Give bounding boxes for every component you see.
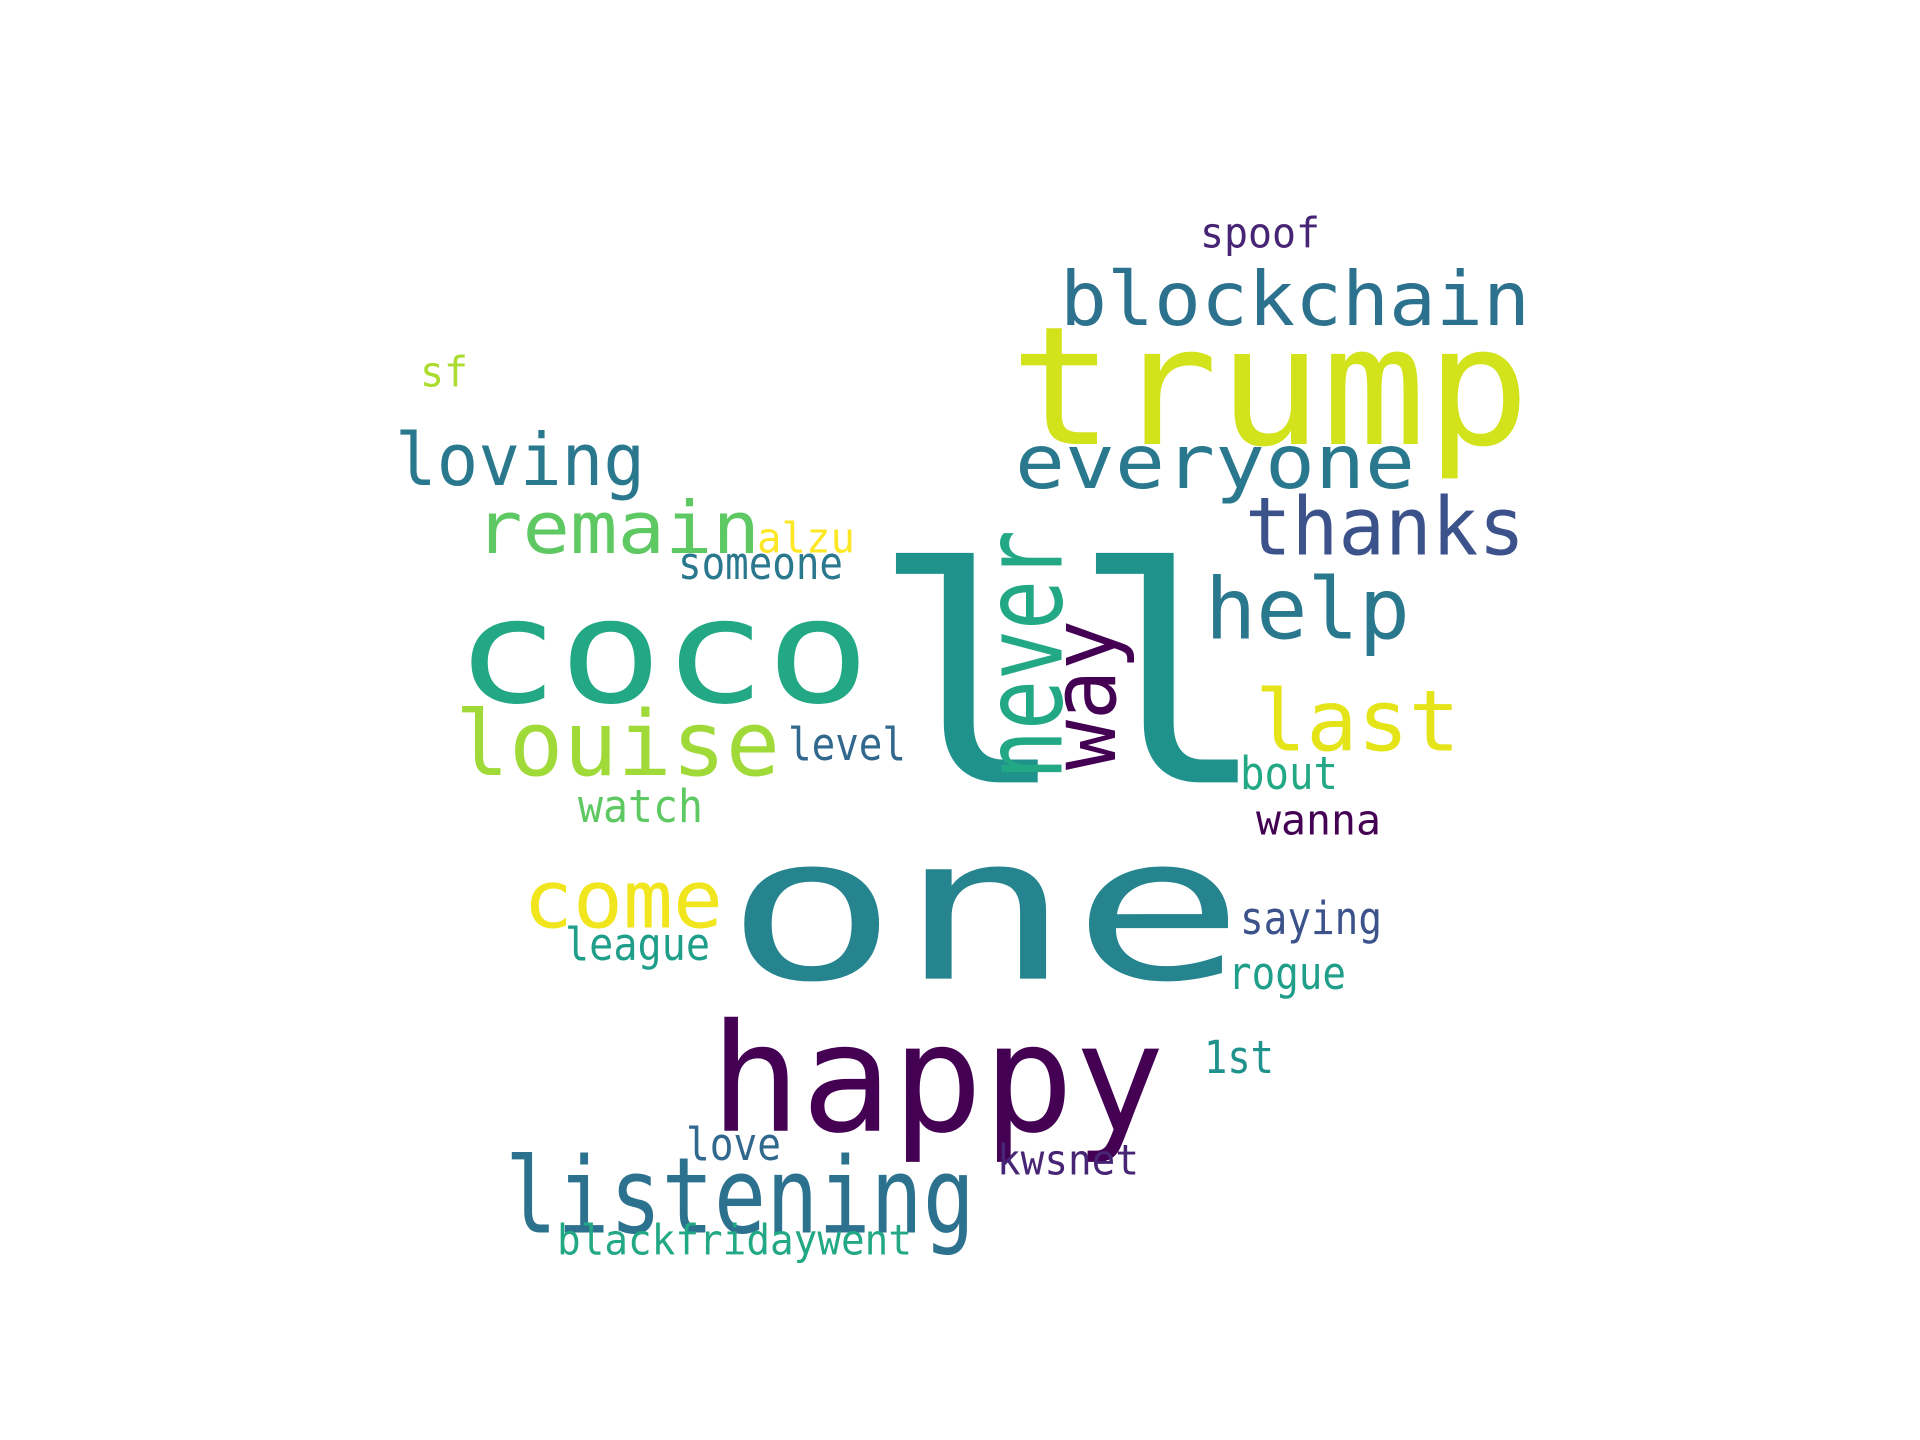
word-wanna: wanna: [1256, 796, 1381, 845]
word-listening: listening: [505, 1136, 975, 1259]
word-thanks: thanks: [1245, 480, 1525, 574]
word-one: one: [725, 792, 1245, 1027]
word-saying: saying: [1240, 893, 1382, 946]
word-trump: trump: [1010, 290, 1530, 484]
word-1st: 1st: [1204, 1032, 1274, 1085]
word-league: league: [565, 919, 710, 972]
word-blockchain: blockchain: [1060, 255, 1530, 343]
word-remain: remain: [475, 486, 760, 571]
word-blackfridaywent: blackfridaywent: [557, 1216, 912, 1265]
word-happy: happy: [710, 992, 1165, 1167]
word-everyone: everyone: [1015, 418, 1415, 506]
word-bout: bout: [1240, 748, 1338, 801]
word-spoof: spoof: [1200, 209, 1320, 258]
word-come: come: [523, 853, 723, 947]
word-level: level: [788, 719, 906, 772]
word-someone: someone: [678, 538, 843, 591]
word-ll: ll: [870, 505, 1270, 854]
word-louise: louise: [455, 692, 780, 798]
word-coco: coco: [455, 567, 870, 737]
word-last: last: [1255, 672, 1460, 772]
word-loving: loving: [395, 418, 645, 503]
word-help: help: [1205, 560, 1410, 660]
word-watch: watch: [578, 781, 703, 834]
word-alzu: alzu: [757, 514, 855, 563]
word-sf: sf: [420, 348, 468, 397]
word-love: love: [686, 1119, 781, 1172]
word-kwsnet: kwsnet: [997, 1136, 1139, 1185]
word-way: way: [1032, 620, 1138, 770]
word-rogue: rogue: [1228, 948, 1346, 1001]
